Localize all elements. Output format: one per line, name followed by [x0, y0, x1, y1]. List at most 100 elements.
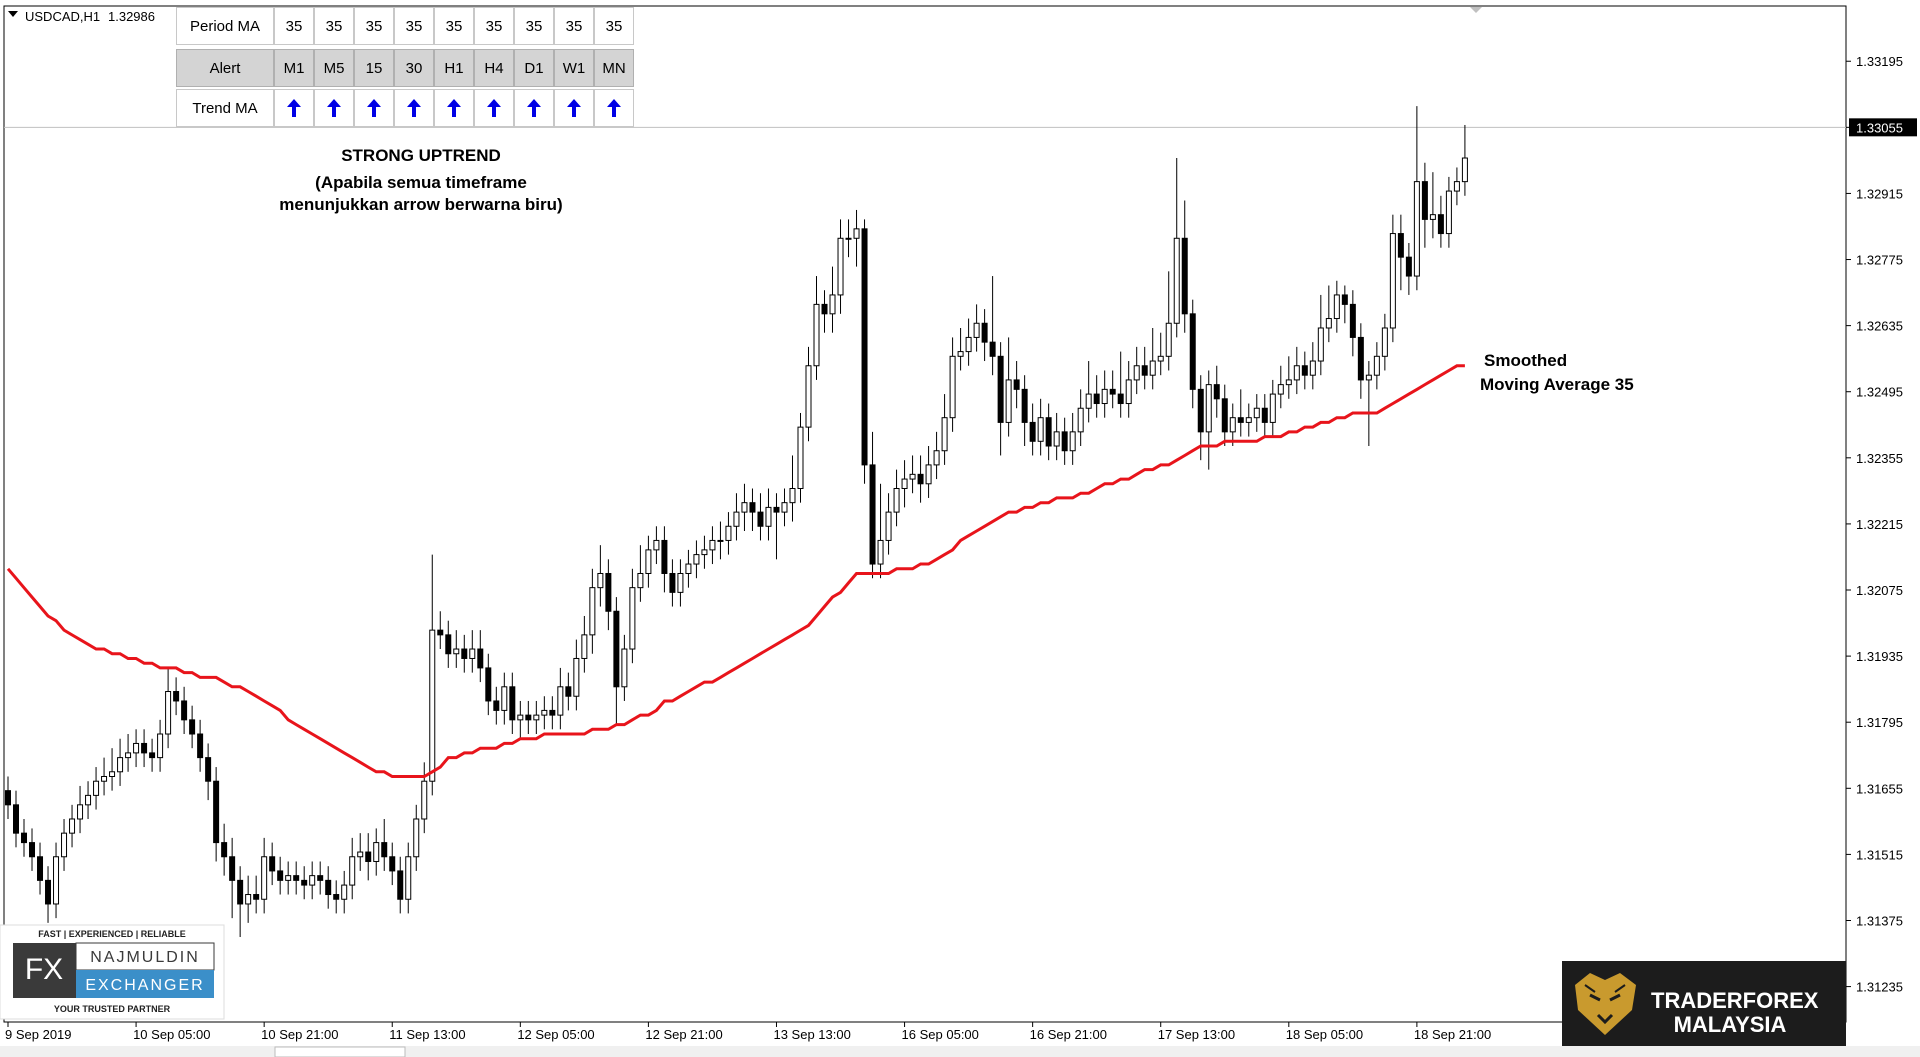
- candle-body: [1365, 374, 1372, 381]
- candle-body: [101, 775, 108, 782]
- candle-body: [349, 856, 356, 886]
- trend-arrow-cell: [514, 89, 554, 127]
- x-tick-label: 16 Sep 21:00: [1030, 1027, 1107, 1042]
- plot: 1.31235 1.31375 1.31515 1.31655 1.31795 1.319…: [4, 54, 1917, 1042]
- candle-body: [69, 818, 76, 834]
- cell-value: 35: [434, 7, 474, 45]
- candle-body: [445, 634, 452, 655]
- cell-value: 30: [394, 49, 434, 87]
- candle-body: [821, 303, 828, 315]
- x-tick-label: 13 Sep 13:00: [773, 1027, 850, 1042]
- y-tick-label: 1.31235: [1856, 980, 1903, 995]
- candle-body: [1381, 327, 1388, 357]
- candle-body: [477, 648, 484, 669]
- logo-tagline: FAST | EXPERIENCED | RELIABLE: [38, 929, 186, 939]
- candle-body: [1277, 384, 1284, 395]
- trend-arrow-cell: [354, 89, 394, 127]
- trend-arrow-cell: [594, 89, 634, 127]
- x-tick-label: 18 Sep 21:00: [1414, 1027, 1491, 1042]
- candle-body: [1285, 379, 1292, 386]
- candle-body: [805, 365, 812, 428]
- y-tick-label: 1.32495: [1856, 385, 1903, 400]
- logo-right-line2: MALAYSIA: [1674, 1012, 1787, 1037]
- cell-value: 35: [594, 7, 634, 45]
- candle-body: [1085, 393, 1092, 409]
- tab-strip: [0, 1046, 1920, 1057]
- cell-value: 35: [554, 7, 594, 45]
- candle-body: [925, 464, 932, 485]
- candle-body: [357, 851, 364, 858]
- candle-body: [1221, 398, 1228, 433]
- candle-body: [965, 336, 972, 353]
- y-tick-label: 1.32075: [1856, 583, 1903, 598]
- y-tick-label: 1.32775: [1856, 253, 1903, 268]
- y-tick-label: 1.33195: [1856, 54, 1903, 69]
- cell-value: M1: [274, 49, 314, 87]
- x-tick-label: 18 Sep 05:00: [1286, 1027, 1363, 1042]
- candle-body: [293, 875, 300, 881]
- candle-body: [77, 804, 84, 820]
- candle-body: [845, 237, 852, 240]
- candle-body: [1245, 417, 1252, 423]
- x-tick-label: 12 Sep 05:00: [517, 1027, 594, 1042]
- y-tick-label: 1.31795: [1856, 715, 1903, 730]
- symbol: USDCAD,H1: [25, 9, 100, 24]
- candle-body: [869, 464, 876, 565]
- cell-value: 35: [394, 7, 434, 45]
- x-tick-label: 10 Sep 05:00: [133, 1027, 210, 1042]
- candle-body: [325, 879, 332, 896]
- y-tick-label: 1.32635: [1856, 319, 1903, 334]
- candle-body: [189, 719, 196, 735]
- candle-body: [1349, 303, 1356, 338]
- candle-body: [1309, 360, 1316, 376]
- candle-body: [261, 856, 268, 900]
- candle-body: [213, 780, 220, 844]
- candle-body: [949, 355, 956, 419]
- x-tick-label: 17 Sep 13:00: [1158, 1027, 1235, 1042]
- plot-frame: [3, 5, 1847, 1023]
- candle-body: [93, 780, 100, 796]
- candle-body: [1117, 393, 1124, 405]
- annotation: menunjukkan arrow berwarna biru): [279, 195, 562, 214]
- candle-body: [1053, 431, 1060, 447]
- y-tick-label: 1.32355: [1856, 451, 1903, 466]
- chart-tab[interactable]: [274, 1046, 406, 1057]
- x-tick-label: 16 Sep 05:00: [902, 1027, 979, 1042]
- candle-body: [493, 700, 500, 711]
- candle-body: [789, 488, 796, 504]
- candle-body: [1205, 384, 1212, 433]
- up-arrow: [327, 99, 341, 117]
- candle-body: [1405, 256, 1412, 277]
- candle-body: [1301, 365, 1308, 376]
- candle-body: [309, 875, 316, 886]
- cell-value: 15: [354, 49, 394, 87]
- cell-value: M5: [314, 49, 354, 87]
- row-label: Alert: [176, 49, 274, 87]
- logo-right-line1: TRADERFOREX: [1651, 988, 1819, 1013]
- candle-body: [85, 794, 92, 806]
- candle-body: [197, 733, 204, 759]
- candle-body: [1213, 384, 1220, 400]
- candle-body: [781, 502, 788, 513]
- candle-body: [1013, 379, 1020, 390]
- up-arrow: [447, 99, 461, 117]
- candle-body: [277, 870, 284, 881]
- candle-body: [429, 629, 436, 782]
- candle-body: [1101, 388, 1108, 405]
- candle-body: [45, 879, 52, 905]
- menu-triangle: [8, 11, 18, 17]
- candle-body: [133, 742, 140, 754]
- candle-body: [685, 563, 692, 574]
- candle-body: [1165, 322, 1172, 357]
- trend-arrow-cell: [274, 89, 314, 127]
- candle-body: [1389, 233, 1396, 329]
- up-arrow: [527, 99, 541, 117]
- candle-body: [469, 648, 476, 659]
- trend-arrow-cell: [474, 89, 514, 127]
- candle-body: [853, 228, 860, 239]
- candle-body: [669, 572, 676, 593]
- candle-body: [1421, 181, 1428, 220]
- cell-value: 35: [354, 7, 394, 45]
- logo-name2-bg: [76, 970, 214, 998]
